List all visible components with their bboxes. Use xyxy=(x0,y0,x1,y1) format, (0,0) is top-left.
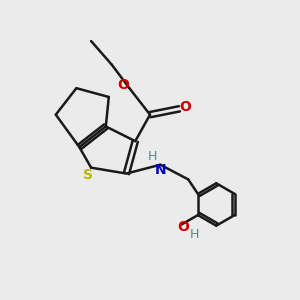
Text: N: N xyxy=(154,163,166,177)
Text: S: S xyxy=(83,168,93,182)
Text: H: H xyxy=(190,228,199,242)
Text: O: O xyxy=(179,100,191,114)
Text: H: H xyxy=(147,150,157,163)
Text: O: O xyxy=(177,220,189,234)
Text: O: O xyxy=(117,78,129,92)
